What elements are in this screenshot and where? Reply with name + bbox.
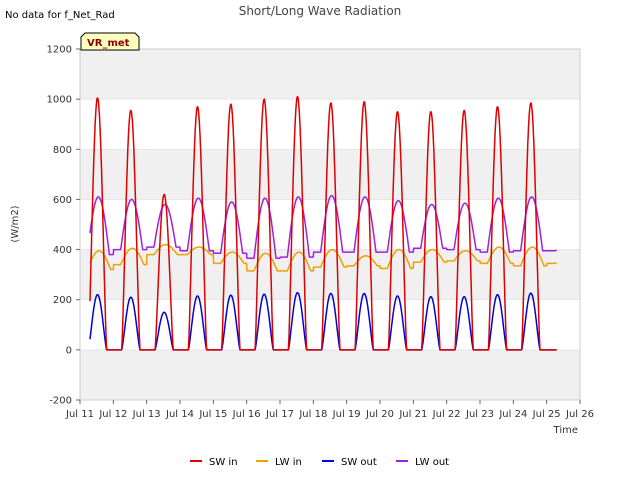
x-tick-label: Jul 23: [465, 409, 494, 420]
y-tick-label: 0: [66, 345, 72, 356]
badge-label: VR_met: [87, 38, 130, 49]
x-tick-label: Jul 18: [298, 409, 327, 420]
x-tick-label: Jul 22: [432, 409, 461, 420]
x-tick-label: Jul 26: [565, 409, 594, 420]
y-axis-label: (W/m2): [10, 205, 21, 242]
x-tick-label: Jul 19: [332, 409, 361, 420]
x-tick-label: Jul 17: [265, 409, 294, 420]
x-tick-label: Jul 11: [65, 409, 94, 420]
series-layer: [89, 95, 558, 351]
x-tick-label: Jul 16: [232, 409, 261, 420]
y-tick-label: -200: [49, 396, 72, 407]
x-axis-label: Time: [553, 425, 578, 436]
badge: VR_met: [80, 32, 140, 51]
x-tick-label: Jul 14: [165, 409, 194, 420]
y-tick-label: 1000: [47, 95, 72, 106]
axes: [79, 48, 581, 401]
x-tick-label: Jul 21: [398, 409, 427, 420]
x-tick-label: Jul 12: [98, 409, 127, 420]
no-data-note: No data for f_Net_Rad: [5, 10, 115, 21]
legend-item: SW in: [190, 457, 238, 468]
band: [80, 49, 580, 100]
band: [80, 149, 580, 200]
x-tick-label: Jul 24: [498, 409, 527, 420]
chart-title: Short/Long Wave Radiation: [239, 4, 402, 18]
y-tick-label: 400: [53, 245, 72, 256]
y-tick-label: 600: [53, 195, 72, 206]
legend-item: SW out: [322, 457, 377, 468]
x-tick-label: Jul 15: [198, 409, 227, 420]
legend-item: LW out: [396, 457, 449, 468]
x-tick-label: Jul 25: [532, 409, 561, 420]
legend: SW in LW in SW out LW out: [190, 457, 449, 468]
legend-label: LW out: [415, 457, 449, 468]
band: [80, 249, 580, 300]
y-tick-label: 200: [53, 295, 72, 306]
y-tick-label: 800: [53, 145, 72, 156]
ticks: -200 0 200 400 600 800 1000 1200 Jul 11 Jul 12 Jul…: [47, 45, 594, 421]
series-line-sw-in: [89, 95, 558, 351]
plot-frame: [79, 48, 581, 401]
legend-item: LW in: [256, 457, 302, 468]
background-bands: [80, 49, 580, 400]
legend-label: SW out: [341, 457, 377, 468]
x-tick-label: Jul 20: [365, 409, 394, 420]
series-line-lw-out: [89, 194, 558, 260]
legend-label: LW in: [275, 457, 302, 468]
badge-box: [80, 32, 140, 51]
band: [80, 349, 580, 400]
x-tick-label: Jul 13: [132, 409, 161, 420]
legend-label: SW in: [209, 457, 238, 468]
y-tick-label: 1200: [47, 45, 72, 56]
